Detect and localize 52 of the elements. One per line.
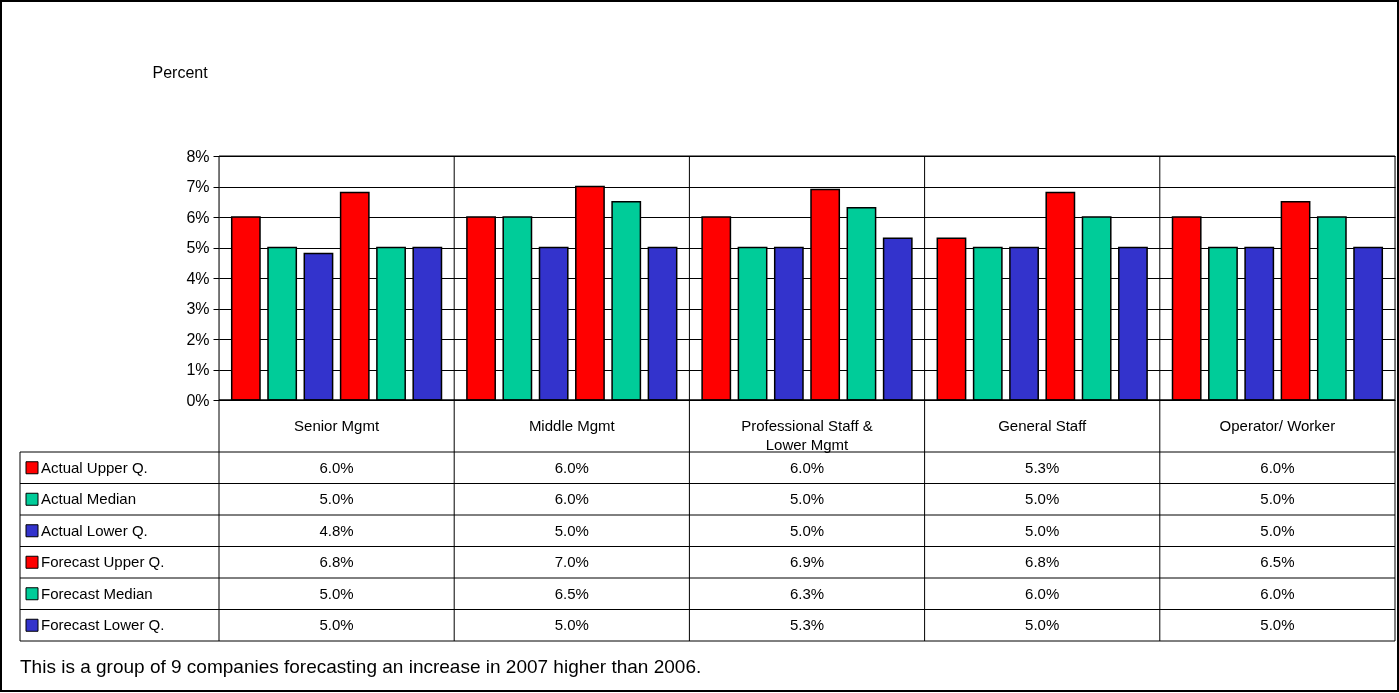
data-label: 6.0% bbox=[789, 458, 825, 476]
data-label: 5.3% bbox=[1025, 458, 1060, 476]
data-label: 5.0% bbox=[319, 490, 354, 508]
data-label: 5.0% bbox=[1025, 616, 1060, 634]
x-tick-label: Middle Mgmt bbox=[528, 417, 616, 434]
data-label: 6.0% bbox=[554, 458, 589, 476]
x-tick-label: Operator/ Worker bbox=[1219, 417, 1336, 434]
data-label: 5.0% bbox=[1025, 490, 1060, 508]
legend-label: Forecast Median bbox=[41, 584, 153, 602]
legend-label: Actual Median bbox=[41, 490, 137, 508]
data-label: 6.9% bbox=[789, 553, 825, 571]
data-label: 5.3% bbox=[789, 616, 825, 634]
data-label: 5.0% bbox=[789, 490, 825, 508]
data-label: 6.8% bbox=[319, 553, 354, 571]
y-axis-title: Percent bbox=[152, 63, 209, 81]
data-label: 5.0% bbox=[1260, 616, 1295, 634]
data-label: 5.0% bbox=[554, 521, 589, 539]
x-tick-label: Professional Staff & Lower Mgmt bbox=[741, 417, 873, 453]
legend-label: Actual Lower Q. bbox=[41, 521, 148, 539]
data-label: 6.0% bbox=[1025, 584, 1060, 602]
y-tick-label: 2% bbox=[186, 330, 210, 348]
data-label: 6.0% bbox=[1260, 458, 1295, 476]
y-tick-label: 7% bbox=[186, 178, 210, 195]
x-tick-label: Senior Mgmt bbox=[294, 417, 380, 434]
x-tick-label: General Staff bbox=[998, 417, 1088, 434]
data-label: 6.8% bbox=[1025, 553, 1060, 571]
legend-label: Forecast Lower Q. bbox=[41, 616, 165, 634]
data-label: 5.0% bbox=[319, 616, 354, 634]
y-tick-label: 5% bbox=[186, 239, 210, 256]
data-label: 5.0% bbox=[554, 616, 589, 634]
data-label: 5.0% bbox=[319, 584, 354, 602]
y-tick-label: 0% bbox=[186, 391, 210, 409]
data-label: 6.3% bbox=[789, 584, 825, 602]
legend-label: Actual Upper Q. bbox=[41, 458, 148, 476]
data-label: 7.0% bbox=[554, 553, 589, 571]
text: This is a group of 9 companies forecasting an increase in 2007 higher than 2006. bbox=[20, 656, 702, 677]
data-label: 5.0% bbox=[1260, 490, 1295, 508]
y-tick-label: 1% bbox=[186, 361, 210, 378]
y-tick-label: 6% bbox=[186, 208, 210, 226]
data-label: 6.0% bbox=[554, 490, 589, 508]
legend-label: Forecast Upper Q. bbox=[41, 553, 165, 571]
data-label: 5.0% bbox=[1260, 521, 1295, 539]
data-label: 6.0% bbox=[1260, 584, 1295, 602]
y-tick-label: 4% bbox=[186, 269, 210, 287]
data-label: 6.5% bbox=[554, 584, 589, 602]
data-label: 4.8% bbox=[319, 521, 354, 539]
y-tick-label: 3% bbox=[186, 300, 210, 317]
data-label: 6.0% bbox=[319, 458, 354, 476]
data-label: 5.0% bbox=[789, 521, 825, 539]
y-tick-label: 8% bbox=[186, 147, 210, 165]
data-label: 6.5% bbox=[1260, 553, 1295, 571]
data-label: 5.0% bbox=[1025, 521, 1060, 539]
